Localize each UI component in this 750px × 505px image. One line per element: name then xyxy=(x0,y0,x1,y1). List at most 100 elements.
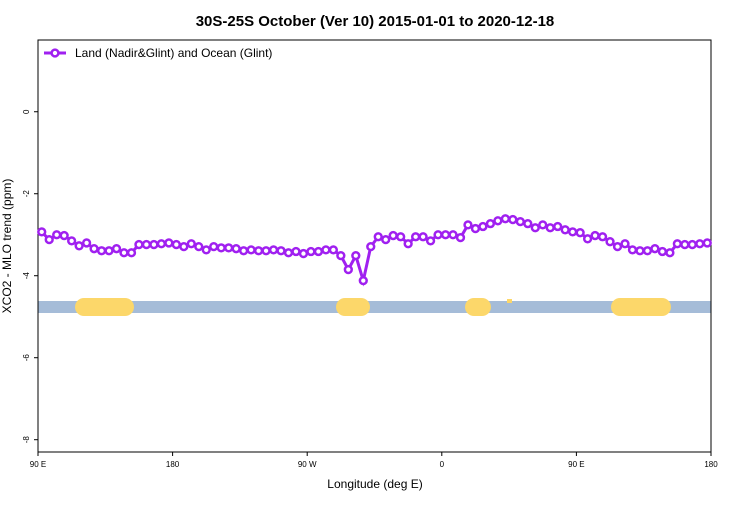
point xyxy=(224,243,234,253)
point xyxy=(81,238,92,248)
y-tick-label: -4 xyxy=(22,272,31,280)
point xyxy=(425,236,436,246)
x-axis-label: Longitude (deg E) xyxy=(327,477,422,491)
point xyxy=(141,239,152,250)
land-strip xyxy=(611,298,671,316)
point xyxy=(373,232,383,242)
point xyxy=(351,250,361,261)
point xyxy=(553,221,563,232)
point xyxy=(448,230,458,240)
plot-frame xyxy=(37,39,712,453)
point xyxy=(186,239,196,249)
x-tick-label: 90 E xyxy=(30,460,46,469)
point xyxy=(687,239,697,250)
x-tick-label: 90 W xyxy=(298,460,317,469)
point xyxy=(620,239,630,249)
point xyxy=(291,246,301,257)
point xyxy=(500,214,511,224)
point xyxy=(209,241,219,252)
point xyxy=(253,246,264,256)
point xyxy=(612,241,623,252)
point xyxy=(321,245,331,255)
x-tick-label: 0 xyxy=(440,460,445,469)
legend-label: Land (Nadir&Glint) and Ocean (Glint) xyxy=(75,46,272,60)
point xyxy=(433,230,443,240)
point xyxy=(328,245,339,255)
point xyxy=(478,221,488,232)
point xyxy=(358,275,368,286)
point xyxy=(455,232,466,243)
point xyxy=(418,232,428,242)
x-tick-label: 180 xyxy=(704,460,718,469)
point xyxy=(119,248,129,258)
y-tick-label: 0 xyxy=(22,109,31,114)
point xyxy=(642,246,653,256)
point xyxy=(530,223,540,233)
point xyxy=(582,234,593,244)
land-strip xyxy=(465,298,491,316)
point xyxy=(134,239,144,250)
point xyxy=(194,241,204,252)
point xyxy=(410,232,421,242)
point xyxy=(493,216,503,226)
legend-marker xyxy=(50,48,60,58)
point xyxy=(657,246,668,257)
point xyxy=(515,216,525,227)
point xyxy=(246,245,256,255)
point xyxy=(126,248,137,258)
point xyxy=(381,234,391,245)
point xyxy=(672,239,682,249)
point xyxy=(96,246,107,256)
x-tick-label: 180 xyxy=(166,460,180,469)
point xyxy=(508,214,518,225)
point xyxy=(440,230,451,240)
point xyxy=(680,239,690,250)
point xyxy=(276,246,286,256)
y-tick-label: -8 xyxy=(22,436,31,444)
point xyxy=(74,241,84,251)
point xyxy=(336,250,346,261)
y-axis-label: XCO2 - MLO trend (ppm) xyxy=(0,179,14,314)
point xyxy=(52,230,62,240)
point xyxy=(231,244,241,254)
point xyxy=(597,232,608,242)
y-tick-label: -6 xyxy=(22,354,31,362)
point xyxy=(590,230,600,241)
point xyxy=(575,228,585,238)
point xyxy=(59,230,69,241)
point xyxy=(179,241,189,252)
point xyxy=(366,241,376,252)
point xyxy=(343,264,353,275)
point xyxy=(238,246,249,256)
point xyxy=(171,239,181,250)
y-tick-label: -2 xyxy=(22,190,31,198)
land-ocean-strip xyxy=(38,298,711,316)
land-strip xyxy=(336,298,370,316)
x-tick-label: 90 E xyxy=(568,460,584,469)
point xyxy=(635,246,645,256)
point xyxy=(44,234,54,245)
point xyxy=(463,220,473,230)
point xyxy=(403,239,413,249)
point xyxy=(216,243,226,253)
ocean-strip xyxy=(38,301,711,313)
land-strip xyxy=(75,298,134,316)
point xyxy=(665,248,675,258)
point xyxy=(104,246,114,256)
point xyxy=(627,245,638,255)
point xyxy=(164,238,174,248)
point xyxy=(261,246,271,256)
point xyxy=(201,245,211,255)
point xyxy=(283,248,294,258)
point xyxy=(298,248,309,259)
series-line xyxy=(40,217,708,287)
point xyxy=(396,232,406,242)
point xyxy=(37,227,47,237)
point xyxy=(538,220,548,230)
point xyxy=(149,239,159,250)
point xyxy=(568,227,578,237)
point xyxy=(388,230,398,241)
point xyxy=(702,238,712,248)
point xyxy=(306,246,316,257)
point xyxy=(89,244,99,254)
